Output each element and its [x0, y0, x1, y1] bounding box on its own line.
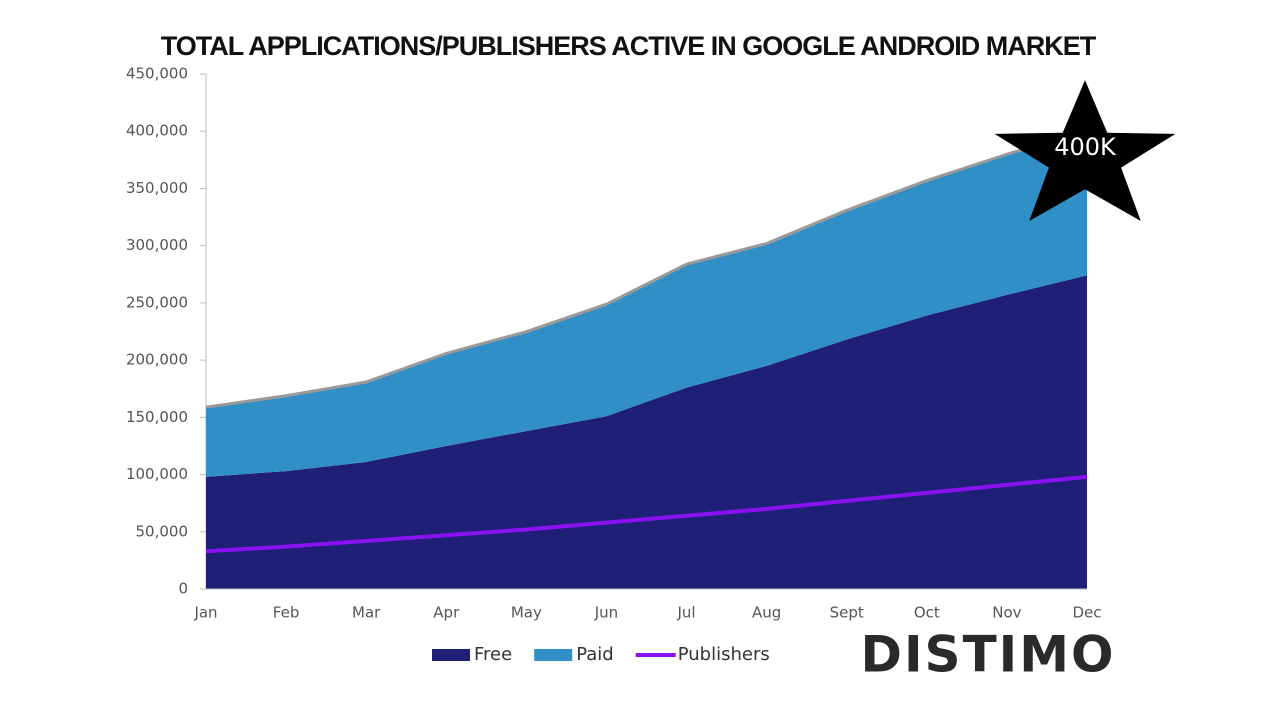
y-tick-label: 150,000 [126, 408, 188, 426]
chart-title: TOTAL APPLICATIONS/PUBLISHERS ACTIVE IN … [161, 31, 1097, 61]
legend-swatch [534, 649, 573, 661]
x-tick-label: Feb [273, 604, 300, 622]
area [206, 275, 1087, 589]
x-tick-label: Aug [752, 604, 781, 622]
x-tick-label: Oct [914, 604, 940, 622]
x-tick-label: Dec [1072, 604, 1101, 622]
legend-swatch [432, 649, 470, 661]
y-tick-label: 200,000 [126, 351, 188, 369]
x-tick-label: Jun [594, 604, 618, 622]
line [205, 474, 1088, 554]
star [994, 80, 1176, 221]
x-tick-label: Sept [830, 604, 864, 622]
legend-label: Publishers [678, 644, 770, 665]
x-tick-label: May [511, 604, 542, 622]
annotation: 400K [1054, 133, 1117, 161]
legend-label: Free [474, 644, 512, 665]
y-tick-label: 400,000 [126, 122, 188, 140]
y-tick-label: 250,000 [126, 293, 188, 311]
area-outline [205, 128, 1088, 409]
y-tick-label: 100,000 [126, 465, 188, 483]
y-tick-label: 300,000 [126, 236, 188, 254]
area [206, 131, 1087, 477]
x-tick-label: Apr [433, 604, 460, 622]
y-tick-label: 350,000 [126, 179, 188, 197]
y-tick-label: 50,000 [136, 522, 189, 540]
legend-label: Paid [576, 644, 614, 665]
x-tick-label: Nov [992, 604, 1021, 622]
y-tick-label: 0 [178, 580, 188, 598]
brand: DISTIMO [860, 626, 1115, 684]
x-tick-label: Jul [676, 604, 695, 622]
y-tick-label: 450,000 [126, 65, 188, 83]
x-tick-label: Jan [193, 604, 217, 622]
x-tick-label: Mar [352, 604, 381, 622]
